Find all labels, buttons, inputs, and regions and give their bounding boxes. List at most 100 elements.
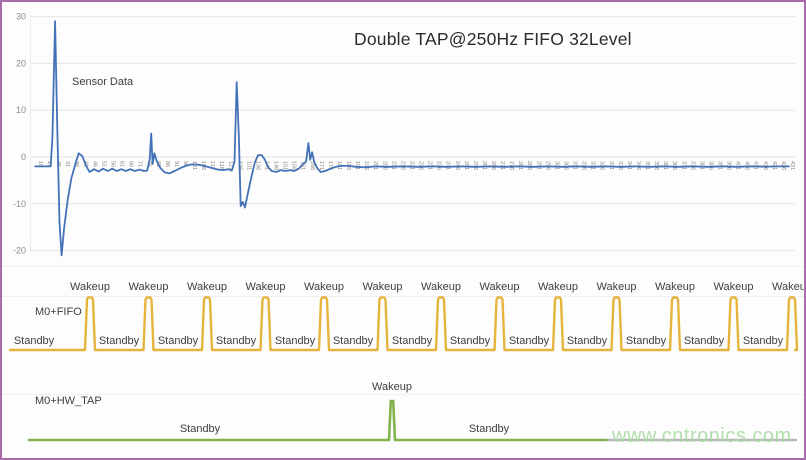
x-axis-tick-label: 341 [626, 161, 632, 170]
x-axis-tick-label: 356 [653, 161, 659, 170]
separator-line [2, 266, 804, 267]
wakeup-label: Wakeup [480, 281, 520, 293]
x-axis-tick-label: 96 [182, 161, 188, 167]
x-axis-tick-label: 286 [526, 161, 532, 170]
x-axis-tick-label: 246 [454, 161, 460, 170]
x-axis-tick-label: 316 [581, 161, 587, 170]
standby-label: Standby [14, 335, 55, 347]
sensor-data-line [34, 20, 790, 257]
standby-label: Standby [275, 335, 316, 347]
x-axis-tick-label: 416 [762, 161, 768, 170]
x-axis-tick-label: 261 [481, 161, 487, 170]
standby-label: Standby [626, 335, 667, 347]
wakeup-label: Wakeup [714, 281, 754, 293]
x-axis-tick-label: 146 [273, 161, 279, 170]
wakeup-label: Wakeup [421, 281, 461, 293]
x-axis-tick-label: 386 [707, 161, 713, 170]
watermark: www.cntronics.com [612, 425, 792, 447]
x-axis-tick-label: 16 [37, 161, 43, 167]
x-axis-tick-label: 411 [753, 161, 759, 170]
x-axis-tick-label: 51 [100, 161, 106, 167]
series-label: Sensor Data [72, 76, 134, 88]
x-axis-tick-label: 251 [463, 161, 469, 170]
x-axis-tick-label: 111 [209, 161, 215, 169]
y-axis-tick-label: -20 [13, 246, 26, 256]
x-axis-tick-label: 351 [644, 161, 650, 170]
standby-label: Standby [99, 335, 140, 347]
x-axis-tick-label: 276 [508, 161, 514, 170]
x-axis-tick-label: 311 [572, 161, 578, 170]
x-axis-tick-label: 91 [173, 161, 179, 167]
wakeup-label: Wakeup [655, 281, 695, 293]
x-axis-tick-label: 236 [436, 161, 442, 170]
x-axis-tick-label: 171 [318, 161, 324, 170]
chart-title: Double TAP@250Hz FIFO 32Level [354, 29, 632, 49]
x-axis-tick-label: 136 [254, 161, 260, 170]
x-axis-tick-label: 166 [309, 161, 315, 170]
x-axis-tick-label: 306 [562, 161, 568, 170]
separator-line [2, 394, 804, 395]
x-axis-tick-label: 156 [291, 161, 297, 170]
y-axis-tick-label: 20 [16, 58, 26, 68]
wakeup-label: Wakeup [187, 281, 227, 293]
x-axis-tick-label: 31 [64, 161, 70, 167]
wakeup-label: Wakeup [538, 281, 578, 293]
x-axis-tick-label: 116 [218, 161, 224, 170]
x-axis-tick-label: 61 [119, 161, 125, 167]
separator-line [2, 296, 804, 297]
fifo-band-label: M0+FIFO [35, 306, 82, 318]
y-axis-tick-label: 0 [21, 152, 26, 162]
x-axis-tick-label: 256 [472, 161, 478, 170]
x-axis-tick-label: 366 [671, 161, 677, 170]
x-axis-tick-label: 401 [735, 161, 741, 170]
x-axis-tick-label: 371 [680, 161, 686, 170]
standby-label: Standby [216, 335, 257, 347]
wakeup-label: Wakeup [772, 281, 806, 293]
x-axis-tick-label: 71 [137, 161, 143, 167]
x-axis-tick-label: 206 [381, 161, 387, 170]
x-axis-tick-label: 226 [418, 161, 424, 170]
standby-label: Standby [180, 423, 221, 435]
y-axis-tick-label: -10 [13, 199, 26, 209]
wakeup-label: Wakeup [597, 281, 637, 293]
standby-label: Standby [450, 335, 491, 347]
x-axis-tick-label: 161 [300, 161, 306, 170]
standby-label: Standby [158, 335, 199, 347]
wakeup-label: Wakeup [372, 381, 412, 393]
hwtap-waveform [27, 399, 609, 442]
y-axis-tick-label: 30 [16, 12, 26, 22]
x-axis-tick-label: 241 [445, 161, 451, 170]
hwtap-band-label: M0+HW_TAP [35, 395, 102, 407]
standby-label: Standby [684, 335, 725, 347]
x-axis-tick-label: 291 [535, 161, 541, 170]
wakeup-label: Wakeup [246, 281, 286, 293]
x-axis-tick-label: 301 [553, 161, 559, 170]
standby-label: Standby [743, 335, 784, 347]
standby-label: Standby [509, 335, 550, 347]
standby-label: Standby [567, 335, 608, 347]
x-axis-tick-label: 21 [46, 161, 52, 167]
x-axis-tick-label: 131 [245, 161, 251, 170]
x-axis-tick-label: 336 [617, 161, 623, 170]
x-axis-tick-label: 66 [128, 161, 134, 167]
x-axis-tick-label: 396 [726, 161, 732, 170]
x-axis-tick-label: 121 [227, 161, 233, 170]
wakeup-label: Wakeup [363, 281, 403, 293]
x-axis-tick-label: 86 [164, 161, 170, 167]
standby-label: Standby [469, 423, 510, 435]
wakeup-label: Wakeup [304, 281, 344, 293]
wakeup-label: Wakeup [70, 281, 110, 293]
x-axis-tick-label: 326 [599, 161, 605, 170]
x-axis-tick-label: 46 [91, 161, 97, 167]
x-axis-tick-label: 211 [390, 161, 396, 170]
x-axis-tick-label: 56 [109, 161, 115, 167]
x-axis-tick-label: 271 [499, 161, 505, 170]
x-axis-tick-label: 321 [590, 161, 596, 170]
hwtap-timing-band: Wakeup Standby Standby [27, 381, 797, 442]
x-axis-tick-label: 176 [327, 161, 333, 170]
x-axis-tick-label: 381 [698, 161, 704, 170]
x-axis-tick-label: 151 [282, 161, 288, 170]
fifo-waveform [8, 296, 799, 352]
